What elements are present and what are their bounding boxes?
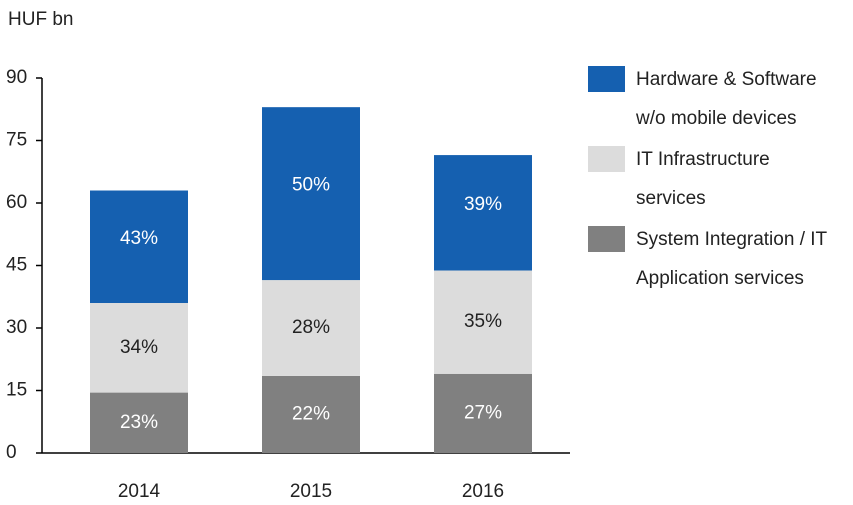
x-tick-label: 2014 [118, 481, 161, 502]
data-label: 43% [120, 228, 158, 249]
data-label: 34% [120, 337, 158, 358]
bar-segment [90, 392, 188, 453]
y-tick-label: 30 [6, 317, 27, 338]
bar-segment [90, 190, 188, 303]
bar-segment [90, 303, 188, 393]
bar-segment [434, 373, 532, 453]
data-label: 23% [120, 412, 158, 433]
bar-segment [434, 155, 532, 271]
legend-label: System Integration / IT Application serv… [636, 229, 827, 289]
bar-segment [262, 375, 360, 453]
data-label: 50% [292, 175, 330, 196]
bar-segment [262, 280, 360, 376]
unit-label: HUF bn [8, 9, 73, 30]
legend-swatch [588, 226, 625, 252]
x-tick-label: 2016 [462, 481, 504, 502]
data-label: 39% [464, 194, 502, 215]
y-tick-label: 15 [6, 380, 27, 401]
x-tick-label: 2015 [290, 481, 332, 502]
legend-swatch [588, 146, 625, 172]
legend-item: System Integration / IT Application serv… [588, 226, 848, 306]
legend-label: IT Infrastructure services [636, 149, 770, 209]
y-tick-label: 0 [6, 442, 17, 463]
bar-segment [262, 107, 360, 281]
y-tick-label: 60 [6, 192, 27, 213]
legend-swatch [588, 66, 625, 92]
bar-segment [434, 270, 532, 374]
data-label: 35% [464, 311, 502, 332]
data-label: 28% [292, 317, 330, 338]
y-tick-label: 90 [6, 67, 27, 88]
legend-item: IT Infrastructure services [588, 146, 848, 226]
y-tick-label: 45 [6, 255, 27, 276]
data-label: 22% [292, 403, 330, 424]
data-label: 27% [464, 402, 502, 423]
legend-item: Hardware & Software w/o mobile devices [588, 66, 848, 146]
y-tick-label: 75 [6, 130, 27, 151]
legend: Hardware & Software w/o mobile devices IT… [588, 66, 848, 306]
legend-label: Hardware & Software w/o mobile devices [636, 69, 817, 129]
